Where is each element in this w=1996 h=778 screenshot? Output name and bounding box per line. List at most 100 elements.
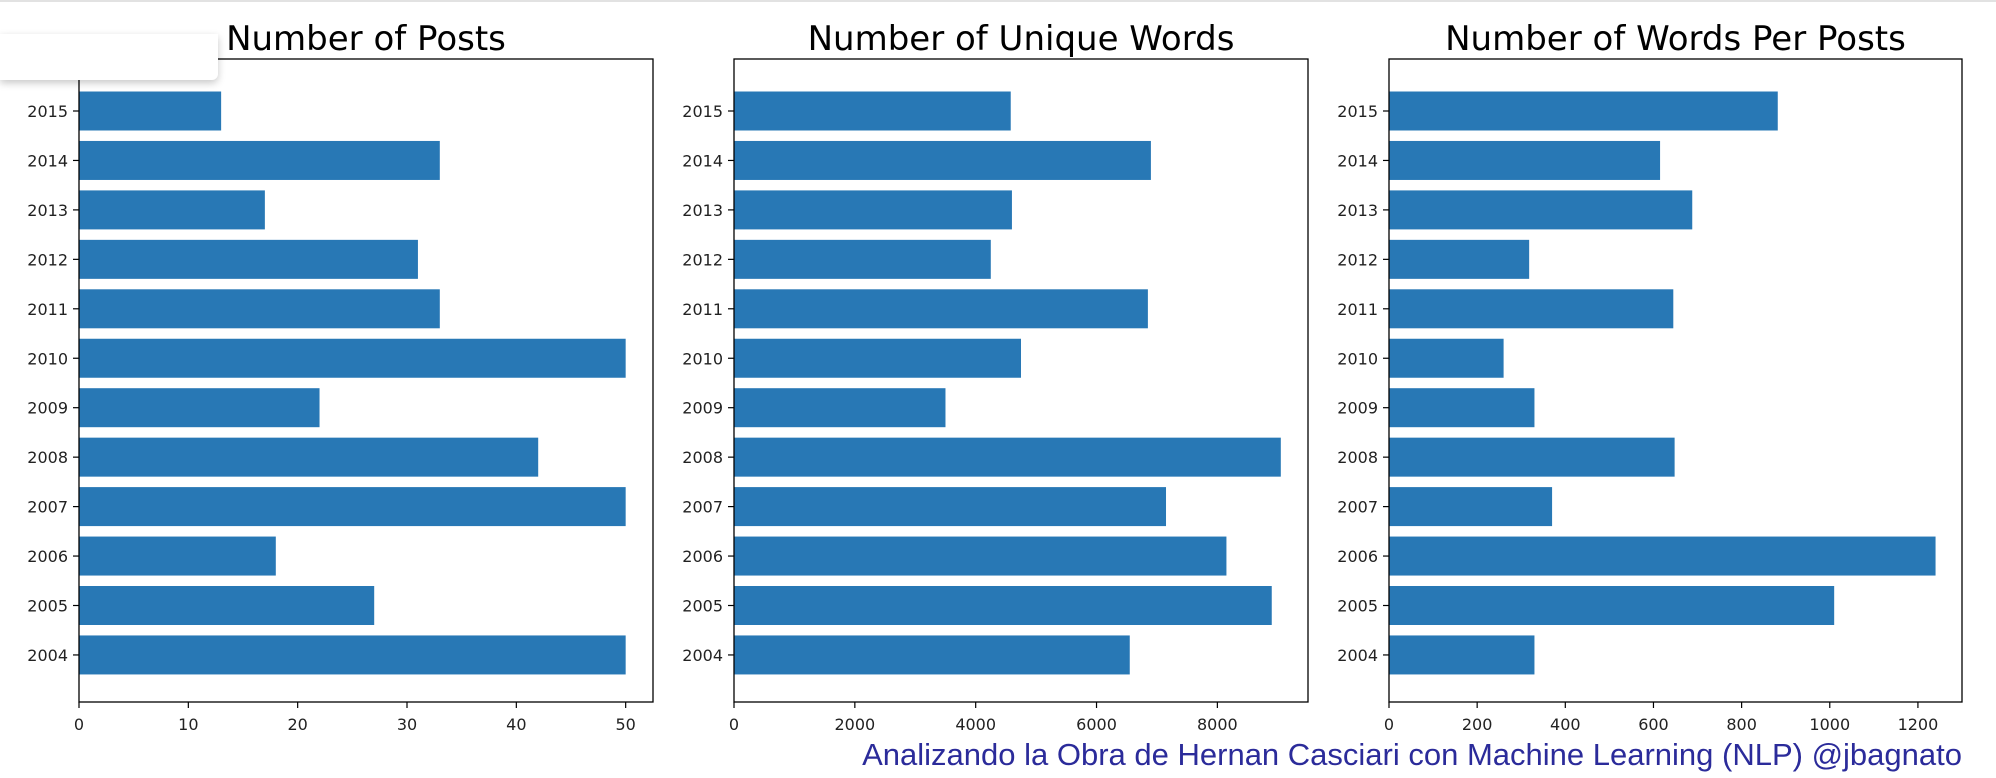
top-border xyxy=(0,0,1996,2)
y-tick-label: 2006 xyxy=(1337,547,1378,566)
number-of-unique-words-bar-2013 xyxy=(734,190,1012,230)
x-tick-label: 1200 xyxy=(1898,715,1939,734)
number-of-unique-words-bar-2006 xyxy=(734,536,1227,576)
x-tick-label: 50 xyxy=(615,715,635,734)
y-tick-label: 2007 xyxy=(682,498,723,517)
y-tick-label: 2013 xyxy=(682,201,723,220)
y-tick-label: 2008 xyxy=(1337,448,1378,467)
number-of-words-per-posts-bar-2004 xyxy=(1389,635,1535,675)
plot-frame xyxy=(78,58,654,703)
y-tick-label: 2012 xyxy=(27,250,68,269)
x-tick-label: 40 xyxy=(506,715,526,734)
number-of-words-per-posts-bar-2012 xyxy=(1389,239,1530,279)
x-tick-label: 400 xyxy=(1550,715,1581,734)
y-tick-label: 2010 xyxy=(1337,349,1378,368)
number-of-words-per-posts-bar-2010 xyxy=(1389,338,1504,378)
x-tick-label: 30 xyxy=(397,715,417,734)
number-of-posts-bar-2008 xyxy=(79,437,539,477)
number-of-posts-bar-2010 xyxy=(79,338,626,378)
number-of-posts-bar-2012 xyxy=(79,239,418,279)
x-tick-label: 20 xyxy=(287,715,307,734)
x-tick-label: 800 xyxy=(1726,715,1757,734)
x-tick-label: 1000 xyxy=(1809,715,1850,734)
number-of-words-per-posts-bar-2013 xyxy=(1389,190,1693,230)
number-of-words-per-posts-bar-2014 xyxy=(1389,140,1661,180)
number-of-words-per-posts-bar-2009 xyxy=(1389,388,1535,428)
number-of-unique-words-bar-2011 xyxy=(734,289,1148,329)
y-tick-label: 2004 xyxy=(1337,646,1378,665)
y-tick-label: 2006 xyxy=(27,547,68,566)
number-of-posts-bar-2006 xyxy=(79,536,276,576)
x-tick-label: 0 xyxy=(74,715,84,734)
x-tick-label: 6000 xyxy=(1076,715,1117,734)
number-of-words-per-posts-bar-2006 xyxy=(1389,536,1936,576)
number-of-unique-words-bar-2014 xyxy=(734,140,1151,180)
x-tick-label: 10 xyxy=(178,715,198,734)
y-tick-label: 2010 xyxy=(682,349,723,368)
y-tick-label: 2015 xyxy=(27,102,68,121)
chart-title: Number of Words Per Posts xyxy=(1445,19,1906,59)
number-of-unique-words-bar-2009 xyxy=(734,388,946,428)
x-tick-label: 4000 xyxy=(955,715,996,734)
number-of-unique-words-bar-2004 xyxy=(734,635,1130,675)
y-tick-label: 2011 xyxy=(1337,300,1378,319)
y-tick-label: 2006 xyxy=(682,547,723,566)
number-of-posts-bar-2007 xyxy=(79,487,626,527)
x-tick-label: 8000 xyxy=(1197,715,1238,734)
x-tick-label: 0 xyxy=(1384,715,1394,734)
y-tick-label: 2005 xyxy=(27,597,68,616)
number-of-posts-bar-2009 xyxy=(79,388,320,428)
y-tick-label: 2005 xyxy=(1337,597,1378,616)
number-of-words-per-posts-bar-2008 xyxy=(1389,437,1675,477)
y-tick-label: 2009 xyxy=(1337,399,1378,418)
y-tick-label: 2013 xyxy=(27,201,68,220)
x-tick-label: 2000 xyxy=(834,715,875,734)
caption: Analizando la Obra de Hernan Casciari co… xyxy=(862,737,1962,772)
x-tick-label: 0 xyxy=(729,715,739,734)
number-of-posts-bar-2013 xyxy=(79,190,265,230)
y-tick-label: 2012 xyxy=(1337,250,1378,269)
y-tick-label: 2014 xyxy=(1337,151,1378,170)
number-of-posts-bar-2005 xyxy=(79,586,375,625)
y-tick-label: 2008 xyxy=(682,448,723,467)
chart-title: Number of Unique Words xyxy=(808,19,1235,59)
overlay-popup xyxy=(0,34,218,80)
number-of-unique-words-bar-2015 xyxy=(734,91,1011,131)
number-of-words-per-posts-bar-2015 xyxy=(1389,91,1778,131)
y-tick-label: 2015 xyxy=(682,102,723,121)
number-of-unique-words-bar-2008 xyxy=(734,437,1281,477)
chart-title: Number of Posts xyxy=(226,19,506,59)
x-tick-label: 600 xyxy=(1638,715,1669,734)
y-tick-label: 2005 xyxy=(682,597,723,616)
y-tick-label: 2010 xyxy=(27,349,68,368)
x-tick-label: 200 xyxy=(1462,715,1493,734)
y-tick-label: 2007 xyxy=(27,498,68,517)
y-tick-label: 2011 xyxy=(682,300,723,319)
y-tick-label: 2015 xyxy=(1337,102,1378,121)
plot-frame xyxy=(733,58,1309,703)
number-of-unique-words-bar-2010 xyxy=(734,338,1021,378)
number-of-unique-words-bar-2005 xyxy=(734,586,1272,625)
number-of-unique-words-bar-2007 xyxy=(734,487,1167,527)
y-tick-label: 2004 xyxy=(27,646,68,665)
y-tick-label: 2011 xyxy=(27,300,68,319)
number-of-words-per-posts-bar-2011 xyxy=(1389,289,1674,329)
number-of-posts-bar-2015 xyxy=(79,91,222,131)
y-tick-label: 2013 xyxy=(1337,201,1378,220)
number-of-posts-bar-2004 xyxy=(79,635,626,675)
number-of-words-per-posts-bar-2007 xyxy=(1389,487,1553,527)
y-tick-label: 2004 xyxy=(682,646,723,665)
number-of-posts-bar-2014 xyxy=(79,140,440,180)
y-tick-label: 2014 xyxy=(27,151,68,170)
y-tick-label: 2007 xyxy=(1337,498,1378,517)
number-of-words-per-posts-bar-2005 xyxy=(1389,586,1835,625)
y-tick-label: 2014 xyxy=(682,151,723,170)
y-tick-label: 2009 xyxy=(682,399,723,418)
plot-frame xyxy=(1388,58,1963,703)
y-tick-label: 2008 xyxy=(27,448,68,467)
number-of-unique-words-bar-2012 xyxy=(734,239,991,279)
y-tick-label: 2012 xyxy=(682,250,723,269)
y-tick-label: 2009 xyxy=(27,399,68,418)
number-of-posts-bar-2011 xyxy=(79,289,440,329)
